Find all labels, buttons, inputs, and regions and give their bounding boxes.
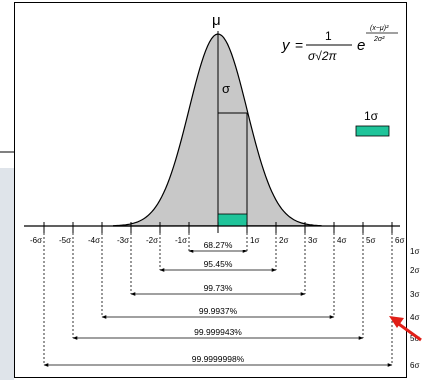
- interval-sigma: 6σ: [410, 361, 419, 370]
- axis-tick-label: 3σ: [308, 236, 317, 245]
- axis-tick-label: -6σ: [30, 236, 42, 245]
- axis-ticks: -6σ -5σ -4σ -3σ -2σ -1σ 1σ 2σ 3σ 4σ 5σ 6σ: [30, 222, 404, 245]
- formula-equals: =: [295, 37, 303, 53]
- formula-lhs: y: [281, 37, 291, 54]
- interval-sigma: 3σ: [410, 290, 419, 299]
- formula-exp-numerator: (x−μ)²: [370, 25, 389, 32]
- side-panel: [0, 168, 14, 380]
- interval-percent: 95.45%: [204, 259, 233, 269]
- interval-brackets: 68.27% 1σ 95.45% 2σ 99.73% 3σ 99.9937% 4σ 99.999…: [43, 233, 419, 370]
- interval-label-bg: [190, 326, 246, 337]
- one-sigma-region: [217, 213, 248, 227]
- formula-base: e: [357, 37, 365, 54]
- axis-tick-label: -4σ: [88, 236, 100, 245]
- pointer-arrow-icon: [389, 316, 422, 342]
- mu-label: μ: [212, 12, 221, 29]
- axis-tick-label: -3σ: [117, 236, 129, 245]
- interval-label-bg: [190, 258, 246, 269]
- formula-numerator: 1: [325, 29, 332, 43]
- formula-denominator: σ√2π: [308, 49, 337, 63]
- sigma-label: σ: [222, 81, 230, 96]
- interval-percent: 68.27%: [204, 240, 233, 250]
- interval-sigma: 2σ: [410, 266, 419, 275]
- axis-tick-label: 1σ: [250, 236, 259, 245]
- interval-percent: 99.73%: [204, 283, 233, 293]
- interval-percent: 99.9999998%: [192, 354, 245, 364]
- axis-tick-label: -5σ: [59, 236, 71, 245]
- interval-sigma: 1σ: [410, 247, 419, 256]
- interval-label-bg: [190, 353, 246, 364]
- interval-label-bg: [190, 282, 246, 293]
- axis-tick-label: -1σ: [175, 236, 187, 245]
- axis-tick-label: -2σ: [146, 236, 158, 245]
- axis-tick-label: 4σ: [337, 236, 346, 245]
- legend-swatch: [355, 125, 390, 137]
- interval-sigma: 4σ: [410, 313, 419, 322]
- interval-percent: 99.999943%: [194, 327, 242, 337]
- interval-label-bg: [190, 305, 246, 316]
- axis-tick-label: 5σ: [366, 236, 375, 245]
- interval-label-bg: [190, 239, 246, 250]
- legend-label: 1σ: [364, 109, 379, 123]
- axis-tick-label: 2σ: [279, 236, 288, 245]
- formula-exp-denominator: 2σ²: [373, 36, 385, 43]
- interval-percent: 99.9937%: [199, 306, 238, 316]
- interval-sigma: 5σ: [410, 334, 419, 343]
- axis-tick-label: 6σ: [395, 236, 404, 245]
- gaussian-formula: y = 1 σ√2π e (x−μ)² 2σ²: [281, 25, 398, 63]
